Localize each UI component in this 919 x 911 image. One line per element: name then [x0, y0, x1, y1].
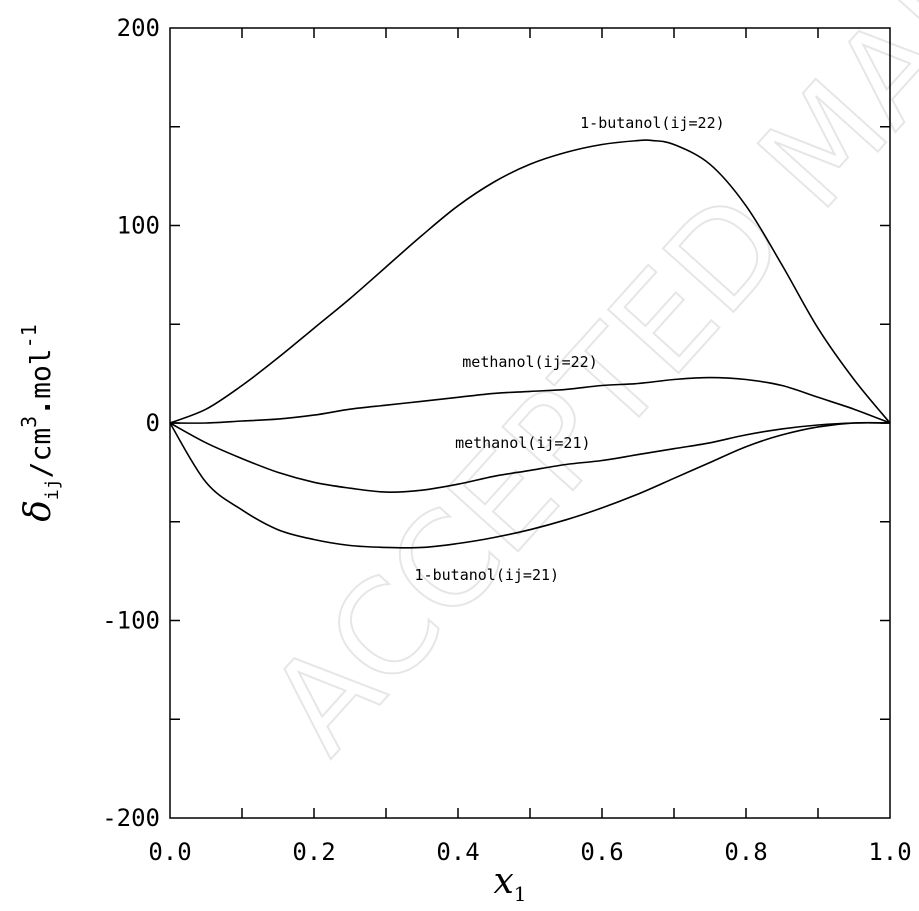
- y-tick-label: -100: [102, 607, 160, 635]
- x-tick-label: 0.8: [724, 838, 767, 866]
- y-tick-labels: 200 100 0 -100 -200: [102, 14, 160, 832]
- curve-label: methanol(ij=21): [455, 434, 590, 452]
- x-tick-label: 0.2: [292, 838, 335, 866]
- series-line: [169, 421, 891, 549]
- x-axis-title: x1: [493, 861, 526, 906]
- series-line: [169, 422, 891, 493]
- y-tick-label: 200: [117, 14, 160, 42]
- curve-label: methanol(ij=22): [462, 353, 597, 371]
- y-tick-label: 100: [117, 212, 160, 240]
- x-tick-label: 0.0: [148, 838, 191, 866]
- curve-label: 1-butanol(ij=22): [580, 114, 725, 132]
- y-axis-title: δij/cm3.mol-1: [17, 324, 63, 522]
- curve-annotations: 1-butanol(ij=22) methanol(ij=22) methanol(…: [415, 114, 725, 584]
- x-tick-label: 0.4: [436, 838, 479, 866]
- x-tick-labels: 0.0 0.2 0.4 0.6 0.8 1.0: [148, 838, 911, 866]
- series-line: [169, 376, 891, 424]
- y-tick-label: -200: [102, 804, 160, 832]
- series-line: [169, 139, 891, 424]
- x-tick-label: 1.0: [868, 838, 911, 866]
- plot-area: 0.0 0.2 0.4 0.6 0.8 1.0 200 100 0 -100 -200 1-but…: [102, 14, 911, 866]
- x-tick-label: 0.6: [580, 838, 623, 866]
- series-lines: [169, 139, 891, 549]
- curve-label: 1-butanol(ij=21): [415, 566, 560, 584]
- y-tick-label: 0: [146, 409, 160, 437]
